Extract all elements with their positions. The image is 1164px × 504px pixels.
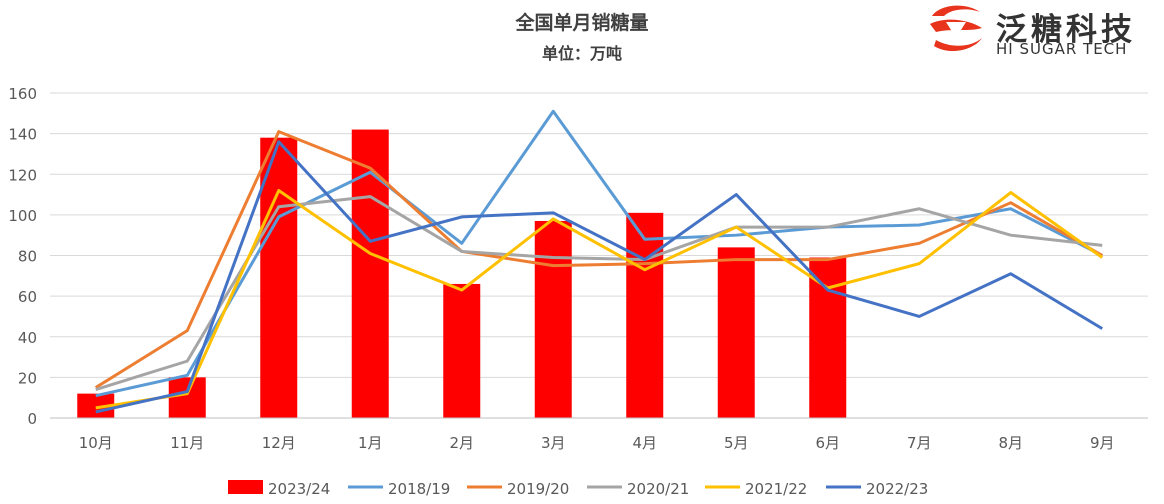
y-tick-label: 0 xyxy=(27,410,37,428)
y-tick-label: 120 xyxy=(8,166,37,184)
logo-mark-icon xyxy=(930,5,982,52)
x-tick-label: 2月 xyxy=(449,434,474,452)
y-tick-label: 20 xyxy=(18,369,37,387)
line-series xyxy=(95,189,1104,410)
x-tick-label: 9月 xyxy=(1090,434,1115,452)
logo-tagline: HI SUGAR TECH xyxy=(996,40,1128,58)
x-tick-label: 6月 xyxy=(815,434,840,452)
line-series xyxy=(94,130,1103,389)
bar xyxy=(443,283,481,418)
x-tick-label: 12月 xyxy=(262,434,296,452)
y-tick-label: 140 xyxy=(8,126,37,144)
bar-series-2023-24 xyxy=(77,129,847,418)
y-tick-label: 160 xyxy=(8,85,37,103)
x-tick-label: 1月 xyxy=(358,434,383,452)
bar xyxy=(626,212,664,418)
legend-label: 2022/23 xyxy=(866,480,928,498)
x-tick-label: 8月 xyxy=(998,434,1023,452)
chart-title: 全国单月销糖量 xyxy=(515,12,649,34)
bar xyxy=(260,137,298,418)
legend-label: 2021/22 xyxy=(745,480,807,498)
line-series xyxy=(95,109,1103,398)
x-tick-label: 10月 xyxy=(79,434,113,452)
x-tick-label: 7月 xyxy=(907,434,932,452)
x-tick-label: 5月 xyxy=(724,434,749,452)
y-tick-label: 40 xyxy=(18,329,37,347)
chart-subtitle: 单位：万吨 xyxy=(541,44,622,63)
x-tick-label: 3月 xyxy=(541,434,566,452)
bar xyxy=(717,247,755,418)
line-series xyxy=(95,195,1103,391)
legend-label: 2020/21 xyxy=(627,480,689,498)
y-tick-label: 60 xyxy=(18,288,37,306)
y-tick-label: 80 xyxy=(18,248,37,266)
line-series xyxy=(95,140,1104,414)
line-series-group xyxy=(94,109,1104,414)
company-logo: 泛糖科技 HI SUGAR TECH xyxy=(926,2,1162,62)
x-tick-label: 11月 xyxy=(170,434,204,452)
legend-label: 2023/24 xyxy=(268,480,330,498)
bar xyxy=(168,377,206,418)
legend: 2023/24 2018/19 2019/20 2020/21 2021/22 2022/… xyxy=(228,480,928,498)
bar xyxy=(534,220,572,418)
legend-label: 2019/20 xyxy=(507,480,569,498)
bar xyxy=(809,257,847,418)
legend-label: 2018/19 xyxy=(388,480,450,498)
y-tick-label: 100 xyxy=(8,207,37,225)
x-axis-ticks: 10月 11月 12月 1月 2月 3月 4月 5月 6月 7月 8月 9月 xyxy=(79,434,1115,452)
legend-swatch xyxy=(228,480,263,494)
logo-name: 泛糖科技 xyxy=(996,12,1136,48)
x-tick-label: 4月 xyxy=(632,434,657,452)
y-axis-ticks: 0 20 40 60 80 100 120 140 160 xyxy=(8,85,37,428)
